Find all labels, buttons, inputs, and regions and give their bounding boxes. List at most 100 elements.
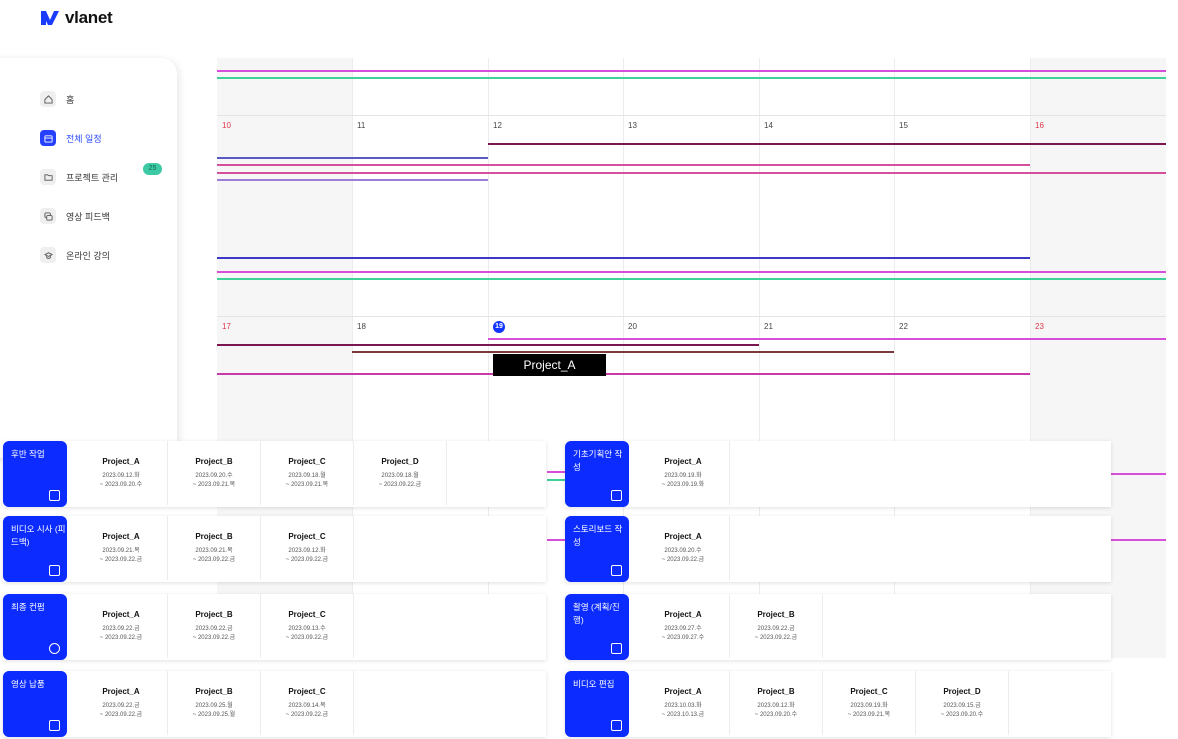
sidebar-item-projects[interactable]: 프로젝트 관리 (40, 168, 118, 186)
home-icon (40, 91, 56, 107)
schedule-bar[interactable] (217, 373, 1030, 375)
project-name: Project_C (288, 457, 326, 466)
schedule-bar[interactable] (488, 143, 1166, 145)
day-number[interactable]: 17 (222, 322, 231, 331)
project-end: ~ 2023.09.22.금 (285, 557, 329, 563)
project-card[interactable]: Project_A 2023.09.12.화 ~ 2023.09.20.수 (75, 441, 168, 505)
schedule-bar[interactable] (217, 70, 1166, 72)
schedule-bar[interactable] (217, 271, 1166, 273)
project-card[interactable]: Project_A 2023.09.19.화 ~ 2023.09.19.화 (637, 441, 730, 505)
project-card[interactable]: Project_A 2023.09.20.수 ~ 2023.09.22.금 (637, 516, 730, 580)
project-start: 2023.09.22.금 (195, 626, 233, 632)
day-number[interactable]: 12 (493, 121, 502, 130)
sidebar-item-feedback[interactable]: 영상 피드백 (40, 207, 110, 225)
sidebar-item-label: 온라인 강의 (66, 250, 110, 261)
schedule-bar[interactable] (352, 351, 894, 353)
project-name: Project_A (102, 610, 140, 619)
grid-line (352, 58, 353, 658)
project-end: ~ 2023.09.27.수 (661, 635, 705, 641)
project-card[interactable]: Project_C 2023.09.14.목 ~ 2023.09.22.금 (261, 671, 354, 735)
project-card[interactable]: Project_A 2023.09.22.금 ~ 2023.09.22.금 (75, 671, 168, 735)
schedule-bar[interactable] (547, 471, 567, 473)
project-card[interactable]: Project_C 2023.09.19.화 ~ 2023.09.21.목 (823, 671, 916, 735)
day-number[interactable]: 13 (628, 121, 637, 130)
project-start: 2023.09.12.화 (288, 548, 326, 554)
project-name: Project_B (195, 610, 233, 619)
phase-group-post-production: 후반 작업 Project_A 2023.09.12.화 ~ 2023.09.20.… (3, 441, 546, 507)
phase-group-editing: 비디오 편집 Project_A 2023.10.03.화 ~ 2023.10.13… (565, 671, 1111, 737)
schedule-bar[interactable] (547, 479, 567, 481)
project-card[interactable]: Project_A 2023.09.22.금 ~ 2023.09.22.금 (75, 594, 168, 658)
logo[interactable]: vlanet (40, 8, 113, 28)
document-icon (611, 720, 622, 731)
project-start: 2023.09.18.월 (381, 473, 419, 479)
day-number[interactable]: 21 (764, 322, 773, 331)
day-number[interactable]: 16 (1035, 121, 1044, 130)
sidebar: 홈 전체 일정 프로젝트 관리 영상 피드백 온라인 강의 (0, 58, 177, 458)
project-card[interactable]: Project_C 2023.09.12.화 ~ 2023.09.22.금 (261, 516, 354, 580)
project-end: ~ 2023.09.22.금 (99, 712, 143, 718)
project-count-badge: 25 (143, 163, 162, 175)
project-card[interactable]: Project_B 2023.09.22.금 ~ 2023.09.22.금 (168, 594, 261, 658)
today-marker[interactable]: 19 (493, 321, 505, 333)
project-name: Project_B (757, 687, 795, 696)
project-card[interactable]: Project_D 2023.09.18.월 ~ 2023.09.22.금 (354, 441, 447, 505)
project-name: Project_C (288, 610, 326, 619)
phase-tile[interactable]: 스토리보드 작성 (565, 516, 629, 582)
schedule-bar[interactable] (217, 179, 488, 181)
project-card[interactable]: Project_A 2023.09.21.목 ~ 2023.09.22.금 (75, 516, 168, 580)
project-end: ~ 2023.09.22.금 (285, 712, 329, 718)
schedule-bar[interactable] (217, 164, 1030, 166)
grid-line (894, 58, 895, 658)
project-start: 2023.09.22.금 (757, 626, 795, 632)
phase-tile[interactable]: 영상 납품 (3, 671, 67, 737)
project-card[interactable]: Project_B 2023.09.20.수 ~ 2023.09.21.목 (168, 441, 261, 505)
schedule-bar[interactable] (217, 157, 488, 159)
send-icon (49, 720, 60, 731)
day-number[interactable]: 22 (899, 322, 908, 331)
day-number[interactable]: 10 (222, 121, 231, 130)
phase-tile[interactable]: 비디오 시사 (피드백) (3, 516, 67, 582)
schedule-bar[interactable] (217, 257, 1030, 259)
schedule-bar[interactable] (547, 539, 567, 541)
project-card[interactable]: Project_B 2023.09.22.금 ~ 2023.09.22.금 (730, 594, 823, 658)
sidebar-item-schedule[interactable]: 전체 일정 (40, 129, 102, 147)
project-card[interactable]: Project_B 2023.09.25.월 ~ 2023.09.25.월 (168, 671, 261, 735)
project-card[interactable]: Project_B 2023.09.21.목 ~ 2023.09.22.금 (168, 516, 261, 580)
day-number[interactable]: 20 (628, 322, 637, 331)
project-card[interactable]: Project_C 2023.09.18.월 ~ 2023.09.21.목 (261, 441, 354, 505)
phase-tile[interactable]: 비디오 편집 (565, 671, 629, 737)
project-start: 2023.09.14.목 (288, 703, 326, 709)
project-start: 2023.09.20.수 (195, 473, 233, 479)
project-card[interactable]: Project_B 2023.09.12.화 ~ 2023.09.20.수 (730, 671, 823, 735)
project-end: ~ 2023.09.22.금 (99, 635, 143, 641)
schedule-bar[interactable] (217, 344, 759, 346)
project-card[interactable]: Project_A 2023.09.27.수 ~ 2023.09.27.수 (637, 594, 730, 658)
schedule-bar[interactable] (217, 172, 1166, 174)
logo-icon (41, 11, 59, 25)
header: vlanet (0, 0, 1178, 40)
sidebar-item-label: 전체 일정 (66, 133, 102, 144)
project-card[interactable]: Project_A 2023.10.03.화 ~ 2023.10.13.금 (637, 671, 730, 735)
phase-title: 촬영 (계획/진행) (573, 602, 620, 625)
phase-title: 스토리보드 작성 (573, 524, 623, 547)
phase-tile[interactable]: 기초기획안 작성 (565, 441, 629, 507)
schedule-bar[interactable] (217, 278, 1166, 280)
grid-line (1030, 58, 1031, 658)
day-number[interactable]: 11 (357, 121, 366, 130)
sidebar-item-home[interactable]: 홈 (40, 90, 74, 108)
schedule-bar[interactable] (217, 77, 1166, 79)
project-card[interactable]: Project_D 2023.09.15.금 ~ 2023.09.20.수 (916, 671, 1009, 735)
sidebar-item-lectures[interactable]: 온라인 강의 (40, 246, 110, 264)
phase-tile[interactable]: 촬영 (계획/진행) (565, 594, 629, 660)
day-number[interactable]: 23 (1035, 322, 1044, 331)
day-number[interactable]: 18 (357, 322, 366, 331)
project-start: 2023.09.19.화 (664, 473, 702, 479)
phase-group-shooting: 촬영 (계획/진행) Project_A 2023.09.27.수 ~ 2023.0… (565, 594, 1111, 660)
day-number[interactable]: 15 (899, 121, 908, 130)
schedule-bar[interactable] (488, 338, 1166, 340)
phase-tile[interactable]: 최종 컨펌 (3, 594, 67, 660)
day-number[interactable]: 14 (764, 121, 773, 130)
phase-tile[interactable]: 후반 작업 (3, 441, 67, 507)
project-card[interactable]: Project_C 2023.09.13.수 ~ 2023.09.22.금 (261, 594, 354, 658)
